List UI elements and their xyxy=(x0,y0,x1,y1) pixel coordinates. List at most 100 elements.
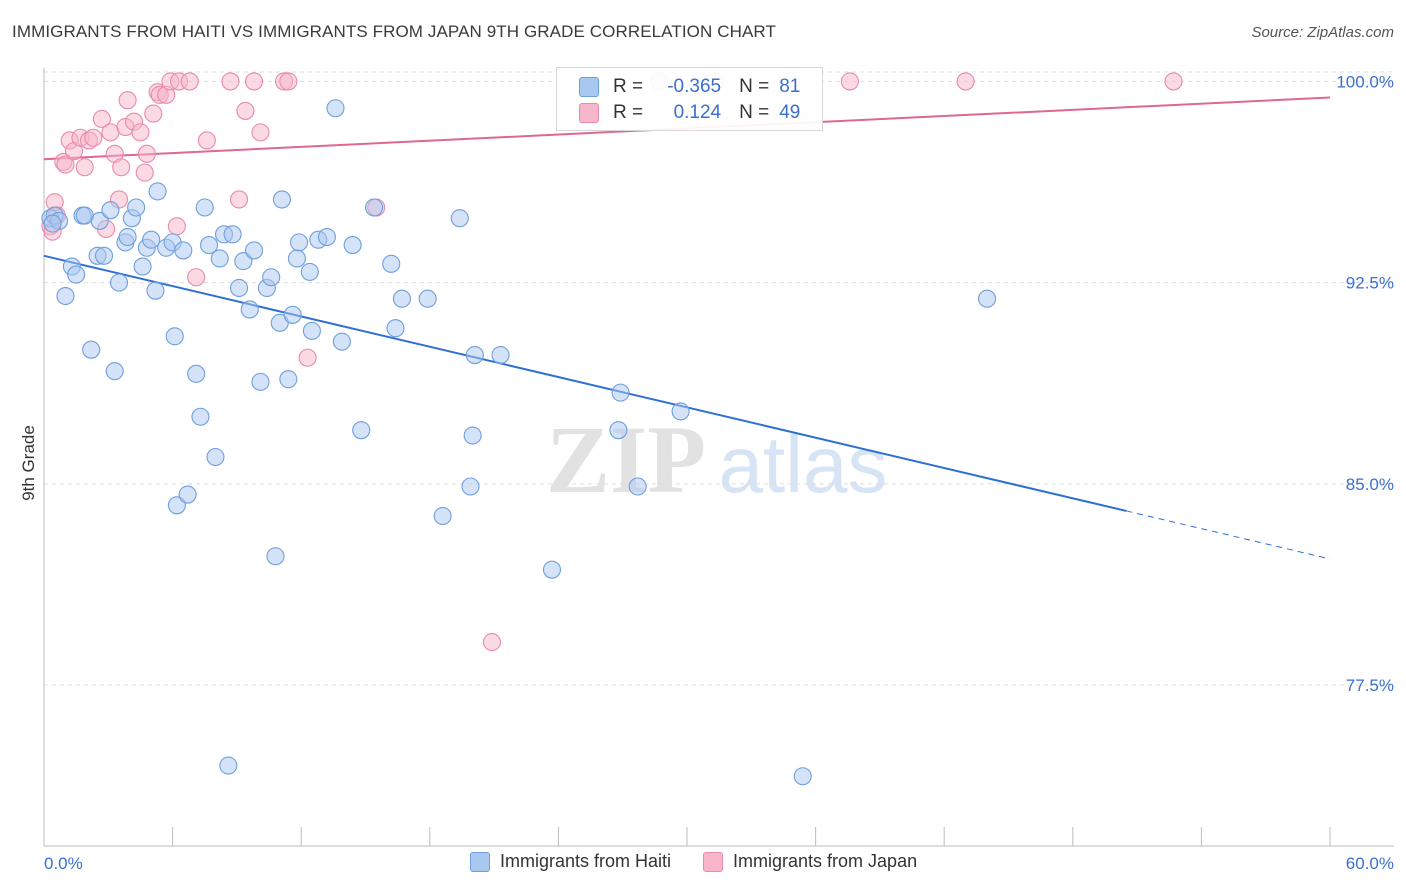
haiti-point xyxy=(240,300,259,319)
haiti-point xyxy=(461,477,480,496)
japan-point xyxy=(1164,72,1183,91)
haiti-point xyxy=(300,262,319,281)
y-tick-label: 77.5% xyxy=(1346,676,1394,695)
haiti-point xyxy=(317,227,336,247)
japan-point xyxy=(251,123,270,142)
haiti-point xyxy=(283,305,302,324)
haiti-point xyxy=(491,346,510,365)
japan-swatch xyxy=(579,103,599,123)
haiti-point xyxy=(270,313,289,332)
legend: Immigrants from Haiti Immigrants from Ja… xyxy=(470,851,939,872)
legend-label-haiti: Immigrants from Haiti xyxy=(500,851,672,871)
haiti-point xyxy=(167,496,186,515)
haiti-point xyxy=(287,249,306,268)
haiti-point xyxy=(609,421,628,440)
japan-point xyxy=(236,101,255,120)
y-tick-labels: 77.5% 85.0% 92.5% 100.0% xyxy=(1336,72,1394,695)
haiti-point xyxy=(178,485,197,504)
japan-point xyxy=(229,190,249,209)
japan-point xyxy=(101,123,120,142)
haiti-point xyxy=(463,426,482,445)
data-points xyxy=(41,72,1183,786)
haiti-point xyxy=(195,198,214,217)
japan-n-value: 49 xyxy=(779,102,801,123)
haiti-point xyxy=(101,201,120,220)
japan-point xyxy=(75,158,94,177)
haiti-point xyxy=(146,281,165,300)
japan-point xyxy=(135,163,154,182)
haiti-point xyxy=(262,268,281,287)
stats-box: R = -0.365 N = 81 R = 0.124 N = 49 xyxy=(556,67,823,131)
haiti-point xyxy=(251,372,270,391)
legend-swatch-haiti xyxy=(470,851,490,872)
haiti-point xyxy=(67,265,86,284)
japan-point xyxy=(279,72,298,91)
japan-n-label: N = xyxy=(739,102,770,123)
japan-point xyxy=(244,72,264,91)
watermark: ZIP atlas xyxy=(546,406,888,513)
x-tick-labels: 0.0% 60.0% xyxy=(44,854,1394,873)
japan-point xyxy=(144,104,163,123)
y-tick-label: 85.0% xyxy=(1346,475,1394,494)
x-tick-label-min: 0.0% xyxy=(44,854,83,873)
haiti-point xyxy=(332,332,351,351)
grid-lines xyxy=(44,71,1394,686)
legend-label-japan: Immigrants from Japan xyxy=(733,851,918,871)
haiti-r-value: -0.365 xyxy=(667,76,722,97)
haiti-point xyxy=(279,370,298,389)
haiti-point xyxy=(206,447,225,467)
japan-point xyxy=(112,158,131,177)
japan-point xyxy=(92,109,111,129)
haiti-point xyxy=(244,241,264,260)
haiti-point xyxy=(191,407,210,426)
haiti-point xyxy=(365,198,384,217)
y-axis-label: 9th Grade xyxy=(19,425,38,501)
haiti-point xyxy=(266,547,285,566)
haiti-point xyxy=(392,289,411,308)
haiti-point xyxy=(109,273,129,292)
chart-source: Source: ZipAtlas.com xyxy=(1251,24,1394,41)
haiti-point xyxy=(75,206,94,225)
haiti-point xyxy=(465,346,484,365)
haiti-n-value: 81 xyxy=(779,76,801,97)
japan-point xyxy=(131,123,150,142)
haiti-point xyxy=(628,477,647,496)
stats-row-haiti: R = -0.365 N = 81 xyxy=(579,75,800,99)
japan-point xyxy=(956,72,975,91)
japan-point xyxy=(118,91,137,110)
haiti-point xyxy=(272,190,291,209)
haiti-point xyxy=(127,198,146,217)
haiti-point xyxy=(671,402,690,421)
haiti-point xyxy=(386,319,405,338)
legend-item-haiti[interactable]: Immigrants from Haiti xyxy=(470,851,671,872)
haiti-point xyxy=(165,327,184,346)
haiti-point xyxy=(223,225,242,244)
japan-point xyxy=(221,72,240,91)
stats-row-japan: R = 0.124 N = 49 xyxy=(579,101,800,125)
haiti-trend-extension xyxy=(1126,510,1331,560)
haiti-point xyxy=(302,321,321,340)
japan-r-value: 0.124 xyxy=(673,102,722,123)
haiti-swatch xyxy=(579,77,599,97)
haiti-point xyxy=(433,506,452,526)
x-tick-label-max: 60.0% xyxy=(1346,854,1394,873)
japan-point xyxy=(84,128,103,147)
japan-point xyxy=(137,144,156,163)
haiti-point xyxy=(229,278,249,298)
japan-point xyxy=(482,633,502,652)
japan-point xyxy=(187,268,206,287)
haiti-point xyxy=(210,249,229,268)
haiti-point xyxy=(219,756,238,775)
haiti-point xyxy=(133,257,152,276)
haiti-point xyxy=(199,236,219,255)
legend-item-japan[interactable]: Immigrants from Japan xyxy=(703,851,917,872)
chart-title: IMMIGRANTS FROM HAITI VS IMMIGRANTS FROM… xyxy=(12,22,776,41)
haiti-point xyxy=(542,560,562,579)
y-tick-label: 100.0% xyxy=(1336,72,1394,91)
haiti-point xyxy=(174,241,193,260)
haiti-point xyxy=(978,289,997,308)
legend-swatch-japan xyxy=(703,851,724,872)
haiti-point xyxy=(793,767,812,786)
haiti-r-label: R = xyxy=(613,76,644,97)
